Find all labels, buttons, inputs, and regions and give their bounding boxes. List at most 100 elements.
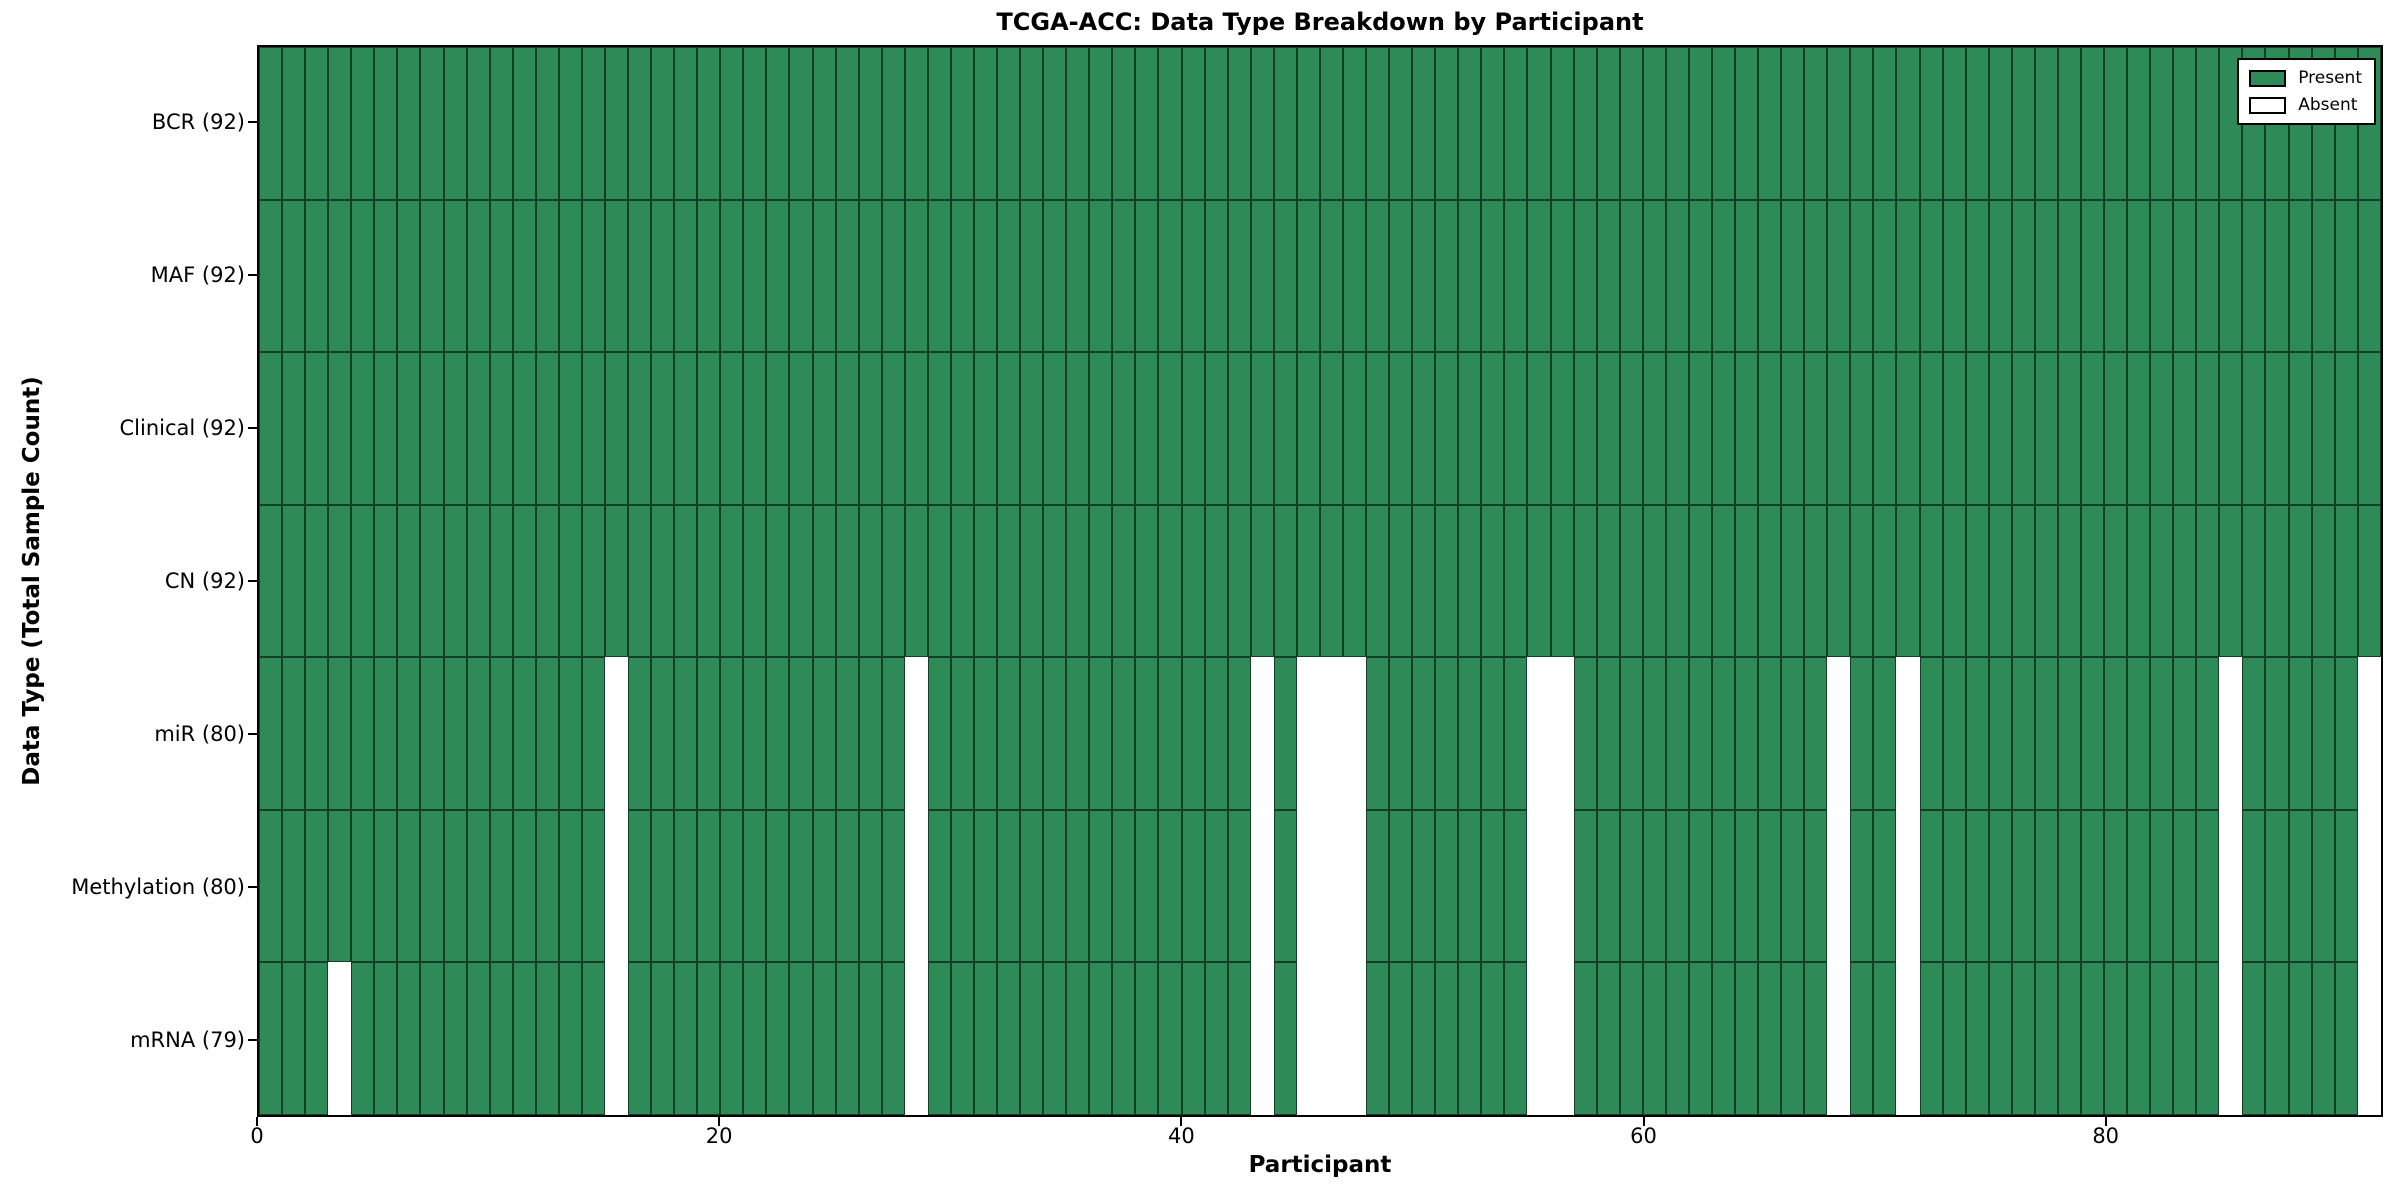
- chart-cell: [2334, 199, 2358, 353]
- chart-cell: [1458, 199, 1482, 353]
- chart-cell: [1089, 809, 1113, 963]
- chart-cell: [1965, 657, 1989, 810]
- chart-cell: [1619, 199, 1643, 353]
- chart-cell: [2173, 809, 2197, 963]
- chart-cell: [2127, 352, 2151, 505]
- chart-cell: [1227, 504, 1251, 658]
- chart-cell: [305, 962, 329, 1116]
- chart-cell: [1273, 962, 1297, 1116]
- chart-cell: [766, 504, 790, 658]
- chart-cell: [628, 504, 652, 658]
- chart-cell: [973, 199, 997, 353]
- chart-cell: [1711, 199, 1735, 353]
- chart-cell: [1527, 657, 1551, 810]
- chart-cell: [2173, 47, 2197, 200]
- chart-cell: [789, 352, 813, 505]
- chart-cell: [443, 352, 467, 505]
- x-tick-label-0: 0: [250, 1124, 264, 1148]
- chart-cell: [950, 199, 974, 353]
- chart-cell: [2196, 47, 2220, 200]
- chart-cell: [1642, 504, 1666, 658]
- chart-cell: [2334, 962, 2358, 1116]
- chart-cell: [858, 809, 882, 963]
- chart-cell: [1735, 962, 1759, 1116]
- chart-cell: [1458, 47, 1482, 200]
- chart-cell: [1342, 47, 1366, 200]
- chart-cell: [328, 809, 352, 963]
- chart-cell: [2057, 809, 2081, 963]
- chart-cell: [1896, 504, 1920, 658]
- chart-cell: [1043, 657, 1067, 810]
- chart-cell: [2104, 47, 2128, 200]
- x-tick-label-60: 60: [1630, 1124, 1657, 1148]
- chart-cell: [1043, 962, 1067, 1116]
- chart-cell: [1066, 809, 1090, 963]
- chart-cell: [1412, 809, 1436, 963]
- chart-cell: [1642, 199, 1666, 353]
- chart-cell: [2242, 199, 2266, 353]
- chart-cell: [420, 504, 444, 658]
- chart-cell: [1619, 352, 1643, 505]
- chart-cell: [950, 809, 974, 963]
- chart-cell: [1296, 962, 1320, 1116]
- chart-cell: [1965, 352, 1989, 505]
- chart-cell: [2265, 809, 2289, 963]
- heatmap-row-bcr: [259, 47, 2381, 200]
- chart-cell: [2357, 504, 2381, 658]
- chart-cell: [1458, 657, 1482, 810]
- chart-cell: [1227, 962, 1251, 1116]
- chart-cell: [2057, 657, 2081, 810]
- chart-cell: [282, 47, 306, 200]
- legend-label-absent: Absent: [2298, 95, 2358, 115]
- chart-cell: [1204, 809, 1228, 963]
- chart-cell: [581, 352, 605, 505]
- chart-cell: [1988, 199, 2012, 353]
- chart-cell: [581, 809, 605, 963]
- chart-cell: [1711, 504, 1735, 658]
- chart-cell: [1527, 199, 1551, 353]
- chart-cell: [1850, 962, 1874, 1116]
- chart-cell: [2311, 199, 2335, 353]
- chart-cell: [973, 962, 997, 1116]
- plot-area: Present Absent: [257, 45, 2383, 1117]
- chart-cell: [466, 809, 490, 963]
- chart-cell: [2334, 657, 2358, 810]
- chart-cell: [328, 352, 352, 505]
- chart-cell: [743, 199, 767, 353]
- chart-cell: [1112, 47, 1136, 200]
- chart-cell: [697, 657, 721, 810]
- chart-cell: [1089, 352, 1113, 505]
- chart-cell: [535, 809, 559, 963]
- chart-cell: [2080, 962, 2104, 1116]
- chart-cell: [904, 809, 928, 963]
- chart-cell: [743, 504, 767, 658]
- chart-cell: [1596, 962, 1620, 1116]
- x-tick-label-20: 20: [705, 1124, 733, 1148]
- chart-cell: [789, 199, 813, 353]
- chart-cell: [1573, 504, 1597, 658]
- chart-cell: [1735, 352, 1759, 505]
- chart-cell: [1711, 657, 1735, 810]
- chart-cell: [789, 504, 813, 658]
- chart-cell: [1965, 47, 1989, 200]
- chart-cell: [489, 962, 513, 1116]
- chart-cell: [1412, 199, 1436, 353]
- chart-cell: [1066, 962, 1090, 1116]
- chart-cell: [973, 504, 997, 658]
- chart-cell: [697, 47, 721, 200]
- chart-cell: [2196, 809, 2220, 963]
- chart-cell: [1366, 352, 1390, 505]
- chart-cell: [2150, 47, 2174, 200]
- chart-cell: [1366, 199, 1390, 353]
- chart-cell: [374, 352, 398, 505]
- chart-cell: [2288, 962, 2312, 1116]
- chart-cell: [904, 352, 928, 505]
- chart-cell: [1942, 504, 1966, 658]
- chart-cell: [1573, 199, 1597, 353]
- chart-cell: [997, 657, 1021, 810]
- chart-cell: [604, 352, 628, 505]
- chart-cell: [1804, 962, 1828, 1116]
- chart-cell: [351, 47, 375, 200]
- chart-cell: [1596, 504, 1620, 658]
- chart-cell: [1642, 962, 1666, 1116]
